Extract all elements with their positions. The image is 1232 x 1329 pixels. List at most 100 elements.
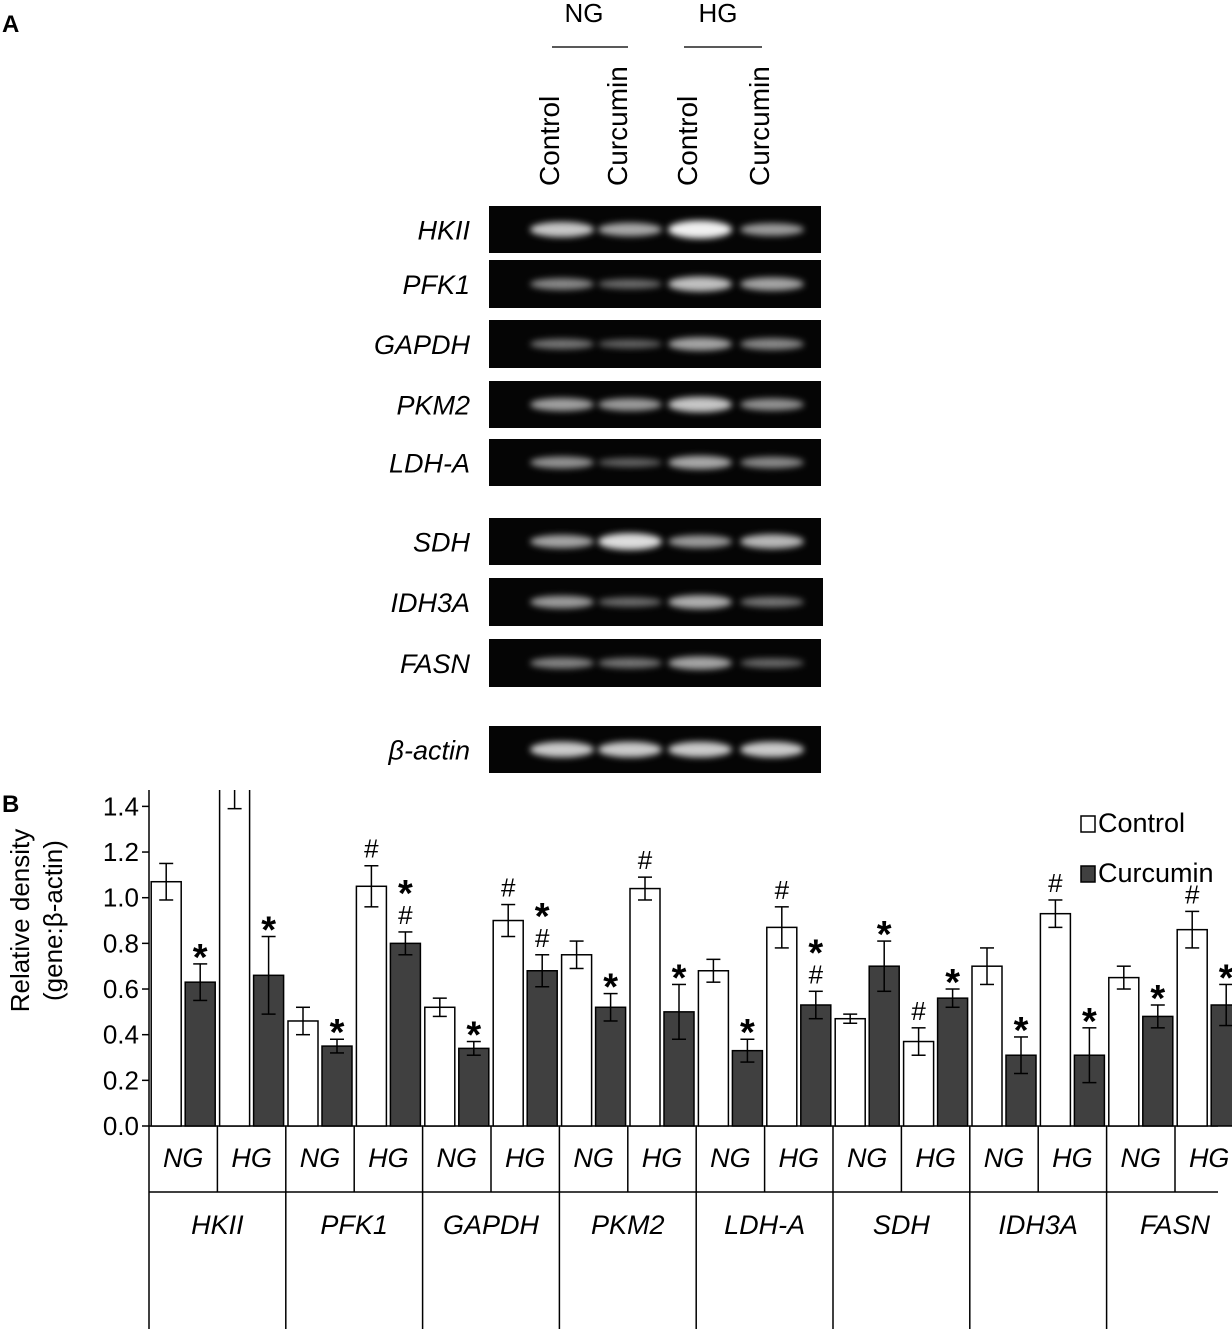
bar-curcumin-0 — [184, 981, 216, 1127]
annotation-17-1: # — [809, 959, 824, 989]
lane-label-hg-control: Control — [672, 96, 703, 186]
gene-label-fasn: FASN — [400, 649, 471, 679]
annotation-19-0: * — [945, 962, 960, 1004]
gene-label-gapdh: GAPDH — [374, 330, 471, 360]
group-label-hg: HG — [699, 0, 738, 28]
panel-b-label: B — [2, 791, 19, 818]
bar-control-8 — [697, 970, 730, 1127]
annotation-18-0: * — [877, 914, 892, 956]
x-gene-label-gapdh: GAPDH — [443, 1210, 540, 1240]
annotation-6-0: # — [1185, 879, 1200, 909]
bar-control-10 — [834, 1017, 866, 1127]
y-tick-label-3: 0.6 — [103, 974, 139, 1004]
band-gapdh-lane-1 — [530, 338, 594, 350]
band-pfk1-lane-4 — [740, 277, 804, 291]
annotation-22-0: * — [1150, 978, 1165, 1020]
y-tick-label-5: 1.0 — [103, 883, 139, 913]
group-label-ng: NG — [565, 0, 604, 28]
legend-label-control: Control — [1098, 808, 1185, 838]
band-idh3a-lane-2 — [598, 597, 662, 607]
bar-curcumin-5 — [526, 970, 558, 1127]
annotation-11-1: # — [398, 900, 413, 930]
annotation-16-0: * — [740, 1012, 755, 1054]
band-sdh-lane-2 — [598, 533, 662, 550]
x-condition-label-pkm2-ng: NG — [573, 1143, 614, 1173]
annotation-23-0: * — [1219, 957, 1232, 999]
lane-label-hg-curcumin: Curcumin — [744, 66, 775, 186]
annotation-1-0: # — [501, 873, 516, 903]
panel-a-label: A — [2, 11, 19, 38]
band-actin-lane-2 — [598, 741, 662, 758]
bar-control-2 — [287, 1020, 319, 1127]
x-condition-label-idh3a-hg: HG — [1052, 1143, 1093, 1173]
gene-label-idh3a: IDH3A — [390, 588, 470, 618]
band-sdh-lane-3 — [668, 535, 732, 548]
band-hkii-lane-1 — [530, 221, 594, 238]
bar-control-5 — [492, 919, 524, 1127]
band-actin-lane-1 — [530, 741, 594, 758]
band-pfk1-lane-3 — [668, 276, 732, 292]
annotation-8-0: * — [193, 937, 208, 979]
band-fasn-lane-2 — [598, 657, 662, 669]
band-pkm2-lane-4 — [740, 398, 804, 411]
x-gene-label-pkm2: PKM2 — [591, 1210, 665, 1240]
x-condition-label-fasn-hg: HG — [1189, 1143, 1230, 1173]
legend-swatch-control — [1080, 815, 1096, 833]
band-hkii-lane-4 — [740, 223, 804, 236]
x-gene-label-idh3a: IDH3A — [998, 1210, 1078, 1240]
bar-control-13 — [1039, 912, 1072, 1127]
annotation-2-0: # — [638, 845, 653, 875]
x-condition-label-pfk1-hg: HG — [368, 1143, 409, 1173]
annotation-15-0: * — [672, 957, 687, 999]
band-pfk1-lane-2 — [598, 279, 662, 289]
band-fasn-lane-4 — [740, 658, 804, 668]
y-tick-label-0: 0.0 — [103, 1111, 139, 1141]
x-condition-label-hkii-ng: NG — [163, 1143, 204, 1173]
annotation-3-0: # — [775, 875, 790, 905]
annotation-21-0: * — [1082, 1001, 1097, 1043]
annotation-0-0: # — [364, 834, 379, 864]
bar-control-6 — [560, 954, 593, 1127]
annotation-20-0: * — [1014, 1010, 1029, 1052]
lane-label-ng-curcumin: Curcumin — [602, 66, 633, 186]
y-tick-label-4: 0.8 — [103, 928, 139, 958]
x-condition-label-sdh-ng: NG — [847, 1143, 888, 1173]
annotation-9-0: * — [261, 910, 276, 952]
band-pfk1-lane-1 — [530, 278, 594, 290]
band-ldh-a-lane-4 — [740, 456, 804, 469]
x-condition-label-pkm2-hg: HG — [642, 1143, 683, 1173]
x-gene-label-hkii: HKII — [191, 1210, 244, 1240]
x-condition-label-hkii-hg: HG — [231, 1143, 272, 1173]
y-tick-label-7: 1.4 — [103, 791, 139, 821]
bar-curcumin-3 — [389, 942, 422, 1127]
bar-control-9 — [766, 926, 798, 1127]
bar-curcumin-6 — [594, 1006, 627, 1127]
x-gene-label-fasn: FASN — [1140, 1210, 1211, 1240]
annotation-13-1: # — [535, 923, 550, 953]
gene-label-ldh-a: LDH-A — [389, 449, 470, 479]
gene-label-pkm2: PKM2 — [396, 391, 470, 421]
band-actin-lane-4 — [740, 741, 804, 758]
x-gene-label-sdh: SDH — [873, 1210, 931, 1240]
gene-label-pfk1: PFK1 — [402, 270, 470, 300]
bar-control-15 — [1176, 928, 1208, 1127]
bar-curcumin-8 — [731, 1049, 764, 1127]
band-idh3a-lane-1 — [530, 595, 594, 609]
band-gapdh-lane-3 — [668, 337, 732, 351]
panel-b-bar-chart: B0.00.20.40.60.81.01.21.41.61.8Relative … — [2, 790, 1232, 1329]
band-hkii-lane-2 — [598, 222, 662, 237]
y-tick-label-2: 0.4 — [103, 1020, 139, 1050]
band-pkm2-lane-1 — [530, 398, 594, 411]
bar-control-0 — [150, 880, 182, 1127]
band-idh3a-lane-3 — [668, 595, 732, 609]
x-condition-label-ldh-a-ng: NG — [710, 1143, 751, 1173]
bar-curcumin-2 — [321, 1045, 353, 1127]
band-pkm2-lane-3 — [668, 396, 732, 413]
gene-label-sdh: SDH — [413, 528, 471, 558]
band-hkii-lane-3 — [668, 220, 732, 239]
band-ldh-a-lane-1 — [530, 456, 594, 469]
gene-label-hkii: HKII — [417, 216, 470, 246]
annotation-14-0: * — [603, 967, 618, 1009]
band-fasn-lane-1 — [530, 657, 594, 669]
legend-label-curcumin: Curcumin — [1098, 858, 1214, 888]
